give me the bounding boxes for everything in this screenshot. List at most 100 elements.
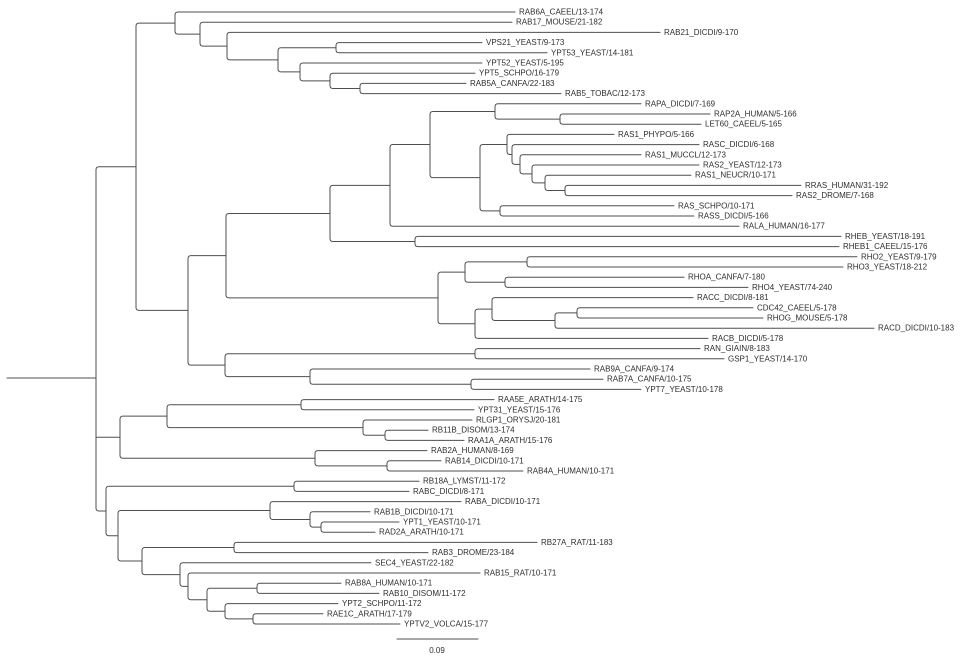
clade-branch xyxy=(464,261,528,283)
clade-branch xyxy=(314,450,428,467)
leaf-label: RAP2A_HUMAN/5-166 xyxy=(714,110,797,119)
clade-branch xyxy=(437,271,476,325)
clade-branch xyxy=(329,72,476,89)
leaf-label: RB18A_LYMST/11-172 xyxy=(423,477,506,486)
clade-branch xyxy=(135,22,189,311)
leaf-label: RAA1A_ARATH/15-176 xyxy=(468,436,553,445)
leaf-label: GSP1_YEAST/14-170 xyxy=(728,354,808,363)
leaf-label: RHO2_YEAST/9-179 xyxy=(861,252,937,261)
leaf-label: RAB15_RAT/10-171 xyxy=(484,569,557,578)
clade-branch xyxy=(559,113,711,125)
leaf-label: RASS_DICDI/5-166 xyxy=(698,212,769,221)
leaf-label: YPT53_YEAST/14-181 xyxy=(551,48,634,57)
leaf-label: RLGP1_ORYSJ/20-181 xyxy=(476,416,561,425)
leaf-label: RAS1_MUCCL/12-173 xyxy=(645,150,726,159)
clade-branch xyxy=(117,510,271,562)
clade-branch xyxy=(141,547,235,576)
leaf-label: RAN_GIAIN/8-183 xyxy=(704,344,770,353)
clade-branch xyxy=(576,307,764,319)
leaf-label: YPT5_SCHPO/16-179 xyxy=(479,69,560,78)
leaf-label: RAB17_MOUSE/21-182 xyxy=(516,18,603,27)
leaf-label: RB27A_RAT/11-183 xyxy=(541,538,613,547)
leaf-label: RHOG_MOUSE/5-178 xyxy=(767,314,848,323)
leaf-label: RAB8A_HUMAN/10-171 xyxy=(345,579,433,588)
leaf-label: RASC_DICDI/6-168 xyxy=(703,140,775,149)
clade-branch xyxy=(544,174,692,191)
leaf-label: RAB5_TOBAC/12-173 xyxy=(565,89,645,98)
leaf-label: RABC_DICDI/8-171 xyxy=(413,487,485,496)
leaf-label: RAS2_DROME/7-168 xyxy=(796,191,874,200)
clade-branch xyxy=(309,511,371,528)
clade-branch xyxy=(105,485,295,537)
leaf-label: RAB3_DROME/23-184 xyxy=(432,548,515,557)
clade-branch xyxy=(299,62,483,82)
scale-bar-label: 0.09 xyxy=(429,646,445,655)
clade-branch xyxy=(224,353,476,378)
clade-branch xyxy=(491,297,694,322)
leaf-label: RAB1B_DICDI/10-171 xyxy=(374,507,454,516)
clade-branch xyxy=(531,164,700,184)
leaf-label: RAS1_PHYPO/5-166 xyxy=(618,130,695,139)
leaf-label: RALA_HUMAN/16-177 xyxy=(743,222,825,231)
leaf-label: RAB14_DICDI/10-171 xyxy=(445,456,524,465)
leaf-label: LET60_CAEEL/5-165 xyxy=(705,120,782,129)
leaf-label: RHO4_YEAST/74-240 xyxy=(752,283,833,292)
tree-branches xyxy=(95,11,875,625)
leaf-label: RABA_DICDI/10-171 xyxy=(465,497,541,506)
clade-branch xyxy=(224,603,339,620)
leaf-label: RHEB_YEAST/18-191 xyxy=(845,232,926,241)
leaf-label: RAS1_NEUCR/10-171 xyxy=(695,171,776,180)
clade-branch xyxy=(277,47,337,73)
clade-branch xyxy=(300,399,495,411)
leaf-label: RHOA_CANFA/7-180 xyxy=(688,273,765,282)
clade-branch xyxy=(519,154,642,175)
leaf-label: CDC42_CAEEL/5-178 xyxy=(757,303,837,312)
clade-branch xyxy=(119,415,316,459)
leaf-label: RB11B_DISOM/13-174 xyxy=(432,426,515,435)
leaf-label: RAB9A_CANFA/9-174 xyxy=(594,365,675,374)
clade-branch xyxy=(474,348,725,360)
leaf-label: RAB5A_CANFA/22-183 xyxy=(470,79,555,88)
leaf-label: RAS_SCHPO/10-171 xyxy=(678,201,755,210)
leaf-label: RAS2_YEAST/12-173 xyxy=(703,161,782,170)
leaf-label: VPS21_YEAST/9-173 xyxy=(486,38,565,47)
leaf-label: RAB4A_HUMAN/10-171 xyxy=(527,467,615,476)
clade-branch xyxy=(206,587,258,612)
clade-branch xyxy=(293,480,420,492)
clade-branch xyxy=(414,235,842,248)
leaf-label: YPTV2_VOLCA/15-177 xyxy=(404,620,489,629)
clade-branch xyxy=(187,255,227,366)
scale-bar: 0.09 xyxy=(396,638,479,655)
clade-branch xyxy=(174,11,516,35)
leaf-label: RAB21_DICDI/9-170 xyxy=(664,28,739,37)
leaf-label: RACC_DICDI/8-181 xyxy=(697,293,769,302)
leaf-label: RAPA_DICDI/7-169 xyxy=(645,99,716,108)
clade-branch xyxy=(329,184,416,242)
leaf-label: RAD2A_ARATH/10-171 xyxy=(379,528,464,537)
leaf-label: RACB_DICDI/5-178 xyxy=(712,334,784,343)
leaf-label: RHEB1_CAEEL/15-176 xyxy=(843,242,928,251)
leaf-label: RRAS_HUMAN/31-192 xyxy=(805,181,889,190)
clade-branch xyxy=(526,256,858,268)
leaf-label: SEC4_YEAST/22-182 xyxy=(375,558,454,567)
leaf-label: RHO3_YEAST/18-212 xyxy=(847,263,928,272)
clade-branch xyxy=(494,103,642,120)
clade-branch xyxy=(95,166,137,512)
leaf-label: RAB10_DISOM/11-172 xyxy=(383,589,466,598)
leaf-label: RAE1C_ARATH/17-179 xyxy=(327,609,412,618)
leaf-label: YPT52_YEAST/5-195 xyxy=(486,59,564,68)
leaf-label: RAA5E_ARATH/14-175 xyxy=(498,395,583,404)
clade-branch xyxy=(564,184,802,197)
clade-branch xyxy=(479,143,508,212)
leaf-label: RAB7A_CANFA/10-175 xyxy=(607,375,692,384)
leaf-label: RAB6A_CAEEL/13-174 xyxy=(519,8,604,17)
clade-branch xyxy=(309,368,591,385)
leaf-label: RAB2A_HUMAN/8-169 xyxy=(431,446,514,455)
leaf-label: YPT7_YEAST/10-178 xyxy=(645,385,723,394)
leaf-label: YPT31_YEAST/15-176 xyxy=(478,405,561,414)
leaf-label: YPT2_SCHPO/11-172 xyxy=(342,599,422,608)
leaf-label: YPT1_YEAST/10-171 xyxy=(403,518,481,527)
